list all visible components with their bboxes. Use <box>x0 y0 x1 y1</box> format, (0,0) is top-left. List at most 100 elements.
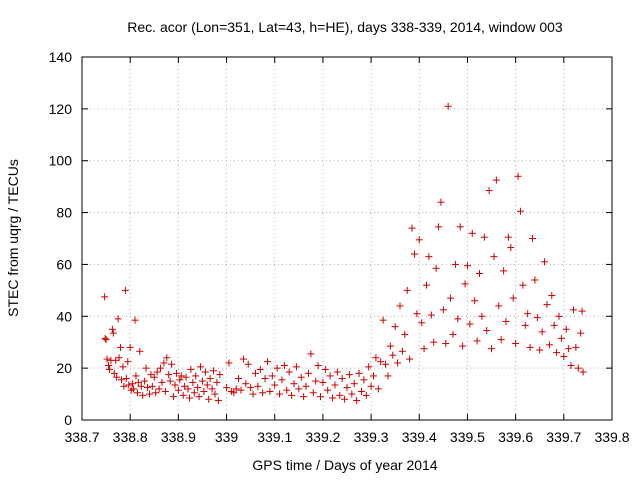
data-point <box>142 364 150 372</box>
data-point <box>177 372 185 380</box>
data-point <box>329 394 337 402</box>
x-tick-label: 338.7 <box>64 429 99 445</box>
data-point <box>171 381 179 389</box>
data-point <box>133 389 141 397</box>
data-point <box>394 359 402 367</box>
data-point <box>185 394 193 402</box>
data-point <box>483 327 491 335</box>
data-point <box>418 319 426 327</box>
data-point <box>137 382 145 390</box>
data-point <box>172 369 180 377</box>
data-point <box>569 306 577 314</box>
data-point <box>333 368 341 376</box>
data-point <box>290 380 298 388</box>
data-point <box>216 371 224 379</box>
data-point <box>341 395 349 403</box>
data-point <box>211 390 219 398</box>
data-point <box>473 337 481 345</box>
data-point <box>476 270 483 278</box>
data-point <box>230 389 238 397</box>
data-point <box>555 312 563 320</box>
data-point <box>170 393 178 401</box>
x-tick-label: 338.9 <box>161 429 196 445</box>
data-point <box>297 373 305 381</box>
data-point <box>343 384 351 392</box>
data-point <box>497 336 505 344</box>
data-point <box>131 316 139 324</box>
data-point <box>519 281 527 289</box>
data-point <box>108 325 116 333</box>
chart-title: Rec. acor (Lon=351, Lat=43, h=HE), days … <box>127 19 563 35</box>
data-point <box>101 293 109 301</box>
data-point <box>384 372 392 380</box>
data-point <box>324 386 332 394</box>
data-point <box>302 382 310 390</box>
data-point <box>166 377 174 385</box>
data-point <box>235 375 243 383</box>
data-point <box>526 343 534 351</box>
data-point <box>454 315 462 323</box>
data-point <box>430 338 438 346</box>
data-point <box>280 362 288 370</box>
data-point <box>232 385 240 393</box>
data-point <box>365 363 373 371</box>
data-point <box>264 358 271 366</box>
data-point <box>348 390 356 398</box>
data-point <box>254 382 262 390</box>
data-point <box>451 260 459 268</box>
data-point <box>437 198 445 206</box>
data-point <box>187 365 195 373</box>
x-tick-label: 339 <box>215 429 239 445</box>
data-point <box>158 378 166 386</box>
data-point <box>161 387 169 395</box>
data-point <box>190 389 198 397</box>
data-point <box>565 345 573 353</box>
data-point <box>468 229 476 237</box>
data-point <box>536 346 544 354</box>
data-point <box>531 276 539 284</box>
data-point <box>533 314 541 322</box>
data-point <box>415 236 423 244</box>
data-point <box>389 351 397 359</box>
x-tick-label: 339.4 <box>402 429 437 445</box>
data-point <box>285 368 293 376</box>
data-point <box>382 360 390 368</box>
y-tick-label: 80 <box>56 205 72 221</box>
x-tick-label: 339.7 <box>546 429 581 445</box>
data-point <box>141 377 149 385</box>
data-point <box>353 397 361 405</box>
data-point <box>192 372 200 380</box>
data-point <box>292 363 300 371</box>
data-point <box>176 376 184 384</box>
data-point <box>500 267 508 275</box>
data-point <box>374 385 382 393</box>
data-point <box>314 362 322 370</box>
data-point <box>244 360 252 368</box>
data-point <box>406 355 414 363</box>
y-tick-label: 140 <box>49 49 73 65</box>
data-point <box>461 280 469 288</box>
data-point <box>189 378 197 386</box>
data-point <box>509 294 517 302</box>
data-points <box>101 102 587 405</box>
x-tick-label: 339.8 <box>594 429 629 445</box>
data-point <box>362 391 370 399</box>
x-tick-label: 339.5 <box>450 429 485 445</box>
data-point <box>507 244 515 252</box>
data-point <box>550 321 558 329</box>
data-point <box>480 233 488 241</box>
data-point <box>118 376 126 384</box>
data-point <box>401 330 409 338</box>
data-point <box>541 258 549 266</box>
data-point <box>203 381 211 389</box>
data-point <box>119 363 127 371</box>
data-point <box>331 381 339 389</box>
data-point <box>115 354 123 362</box>
data-point <box>174 386 182 394</box>
data-point <box>288 391 296 399</box>
data-point <box>304 369 312 377</box>
data-point <box>367 382 375 390</box>
data-point <box>117 343 125 351</box>
data-point <box>307 350 315 358</box>
